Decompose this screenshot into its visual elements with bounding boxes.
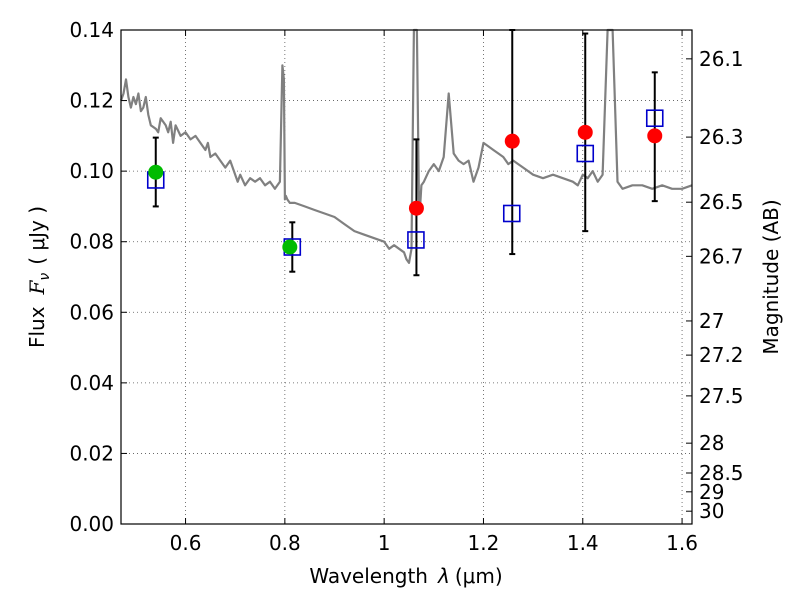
x-tick-label: 1.6 bbox=[666, 531, 698, 555]
observed-nir-point bbox=[504, 133, 520, 149]
sed-line bbox=[119, 28, 693, 264]
observed-optical-point bbox=[148, 164, 164, 180]
y-axis-label: FluxFν( μJy ) bbox=[25, 206, 53, 348]
mag-tick-label: 28.5 bbox=[699, 461, 744, 485]
mag-tick-label: 26.5 bbox=[699, 190, 744, 214]
x-axis: 0.6 0.8 1 1.2 1.4 1.6 bbox=[170, 30, 698, 555]
mag-tick-label: 27.2 bbox=[699, 343, 744, 367]
mag-tick-label: 27 bbox=[699, 309, 724, 333]
mag-tick-label: 28 bbox=[699, 431, 724, 455]
y-axis: 0.00 0.02 0.04 0.06 0.08 0.10 0.12 0.14 bbox=[69, 18, 127, 536]
model-photometry bbox=[146, 109, 664, 256]
model-point bbox=[645, 109, 664, 128]
sed-curve bbox=[119, 28, 693, 264]
x-tick-label: 1.2 bbox=[468, 531, 500, 555]
model-point bbox=[407, 231, 425, 249]
model-point bbox=[576, 144, 595, 163]
mag-tick-label: 30 bbox=[699, 499, 724, 523]
observed-optical-point bbox=[282, 239, 298, 255]
x-tick-label: 1.4 bbox=[567, 531, 599, 555]
y-tick-label: 0.14 bbox=[69, 18, 114, 42]
x-tick-label: 0.6 bbox=[170, 531, 202, 555]
observed-photometry bbox=[148, 124, 663, 255]
y-tick-label: 0.12 bbox=[69, 89, 114, 113]
x-axis-label: Wavelength λ (μm) bbox=[309, 564, 502, 588]
observed-nir-point bbox=[577, 124, 593, 140]
y-tick-label: 0.04 bbox=[69, 371, 114, 395]
mag-tick-label: 29 bbox=[699, 480, 724, 504]
y2-axis-label: Magnitude (AB) bbox=[759, 199, 783, 354]
model-point bbox=[502, 204, 521, 223]
x-tick-label: 1 bbox=[378, 531, 391, 555]
observed-nir-point bbox=[408, 200, 424, 216]
y-tick-label: 0.00 bbox=[69, 512, 114, 536]
mag-tick-label: 26.1 bbox=[699, 47, 744, 71]
mag-tick-label: 26.3 bbox=[699, 125, 744, 149]
y-tick-label: 0.02 bbox=[69, 441, 114, 465]
mag-tick-label: 27.5 bbox=[699, 384, 744, 408]
plot-frame bbox=[120, 29, 693, 525]
plot-background bbox=[121, 30, 692, 524]
y-tick-label: 0.08 bbox=[69, 230, 114, 254]
observed-nir-point bbox=[647, 128, 663, 144]
mag-tick-label: 26.7 bbox=[699, 244, 744, 268]
y-tick-label: 0.06 bbox=[69, 300, 114, 324]
x-tick-label: 0.8 bbox=[269, 531, 301, 555]
y-tick-label: 0.10 bbox=[69, 159, 114, 183]
